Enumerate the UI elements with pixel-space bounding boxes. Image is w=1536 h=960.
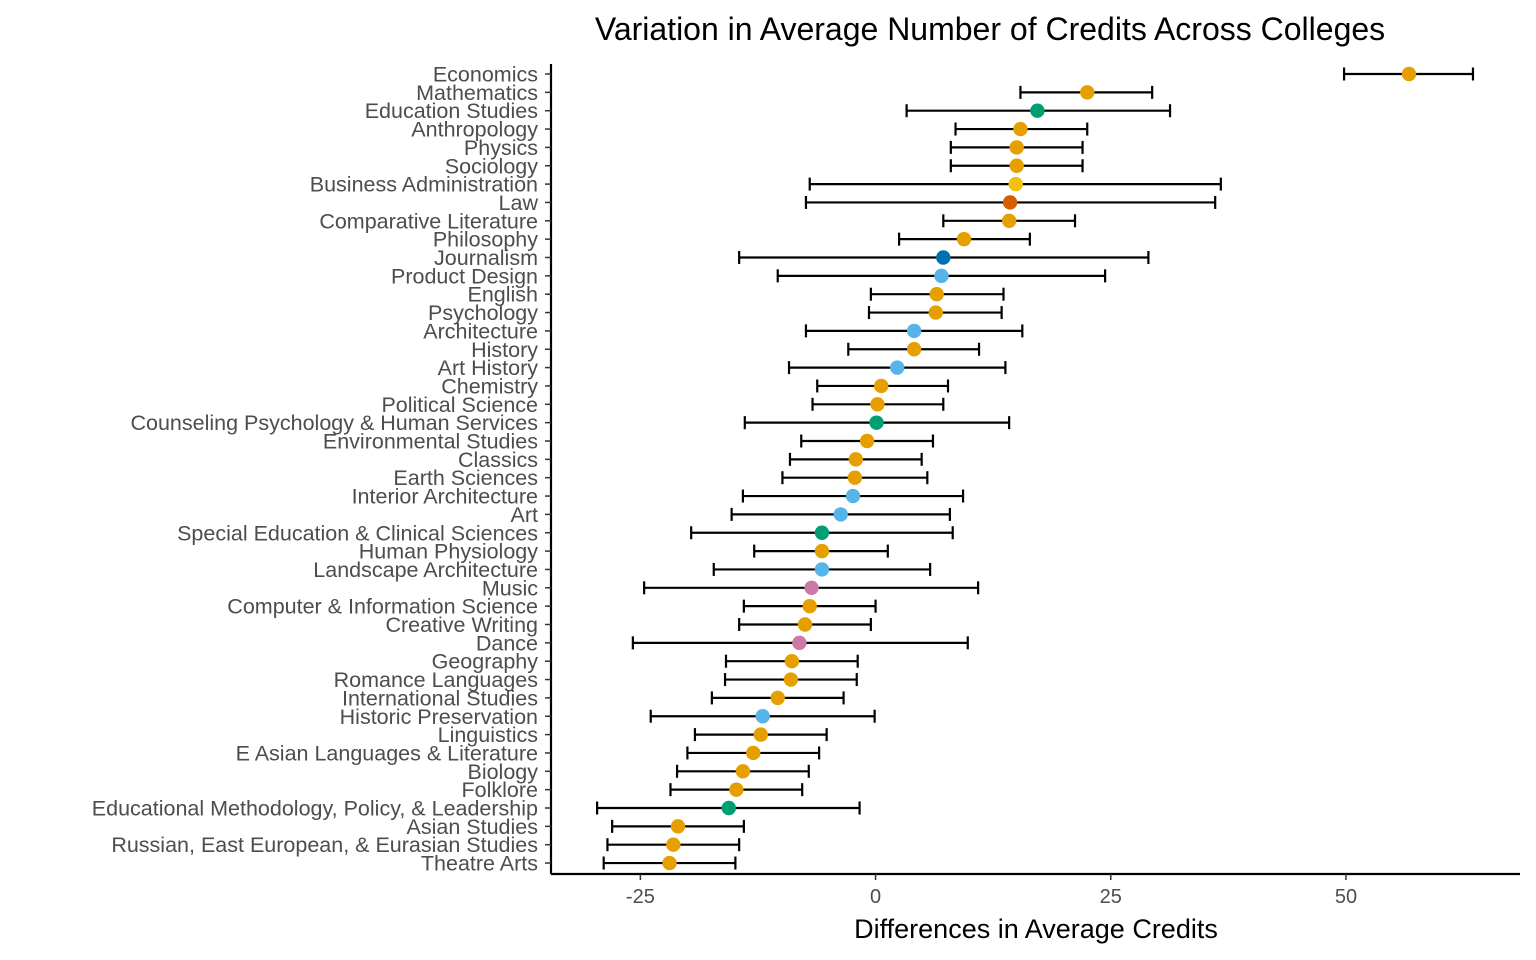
x-tick-label: 0 xyxy=(870,886,881,908)
y-tick-label: Product Design xyxy=(391,264,538,288)
data-point xyxy=(906,342,922,357)
data-point xyxy=(721,800,737,816)
data-point xyxy=(890,360,905,375)
data-point xyxy=(928,305,943,320)
data-point xyxy=(956,231,972,247)
data-point xyxy=(1080,85,1095,100)
y-tick-label: Law xyxy=(499,191,539,215)
y-tick-label: Business Administration xyxy=(310,173,538,197)
y-tick-label: Classics xyxy=(458,448,538,472)
y-tick-label: Sociology xyxy=(445,154,538,178)
data-point xyxy=(746,745,761,761)
y-tick-label: Art xyxy=(511,503,539,527)
data-point xyxy=(869,415,884,430)
y-tick-label: Interior Architecture xyxy=(352,485,538,509)
data-point xyxy=(929,287,944,302)
data-point xyxy=(936,250,951,265)
y-tick-label: Linguistics xyxy=(438,723,538,747)
y-tick-label: Computer & Information Science xyxy=(227,595,538,619)
y-tick-label: Historic Preservation xyxy=(340,705,538,729)
data-point xyxy=(1013,121,1028,137)
data-point xyxy=(934,268,949,284)
y-tick-label: Political Science xyxy=(381,393,538,417)
y-tick-label: Landscape Architecture xyxy=(313,558,538,582)
y-tick-label: Education Studies xyxy=(365,99,538,123)
data-point xyxy=(1008,176,1023,192)
y-tick-label: Asian Studies xyxy=(407,815,538,839)
y-tick-label: Anthropology xyxy=(411,118,538,142)
data-point xyxy=(1002,195,1018,210)
y-tick-label: Human Physiology xyxy=(359,540,539,564)
data-point xyxy=(1401,66,1417,82)
y-tick-label: Economics xyxy=(433,63,538,87)
data-point xyxy=(906,323,922,339)
y-tick-label: Romance Languages xyxy=(334,668,538,692)
y-tick-label: Comparative Literature xyxy=(319,209,538,233)
data-point xyxy=(784,654,800,669)
y-tick-label: Philosophy xyxy=(433,228,538,252)
y-tick-label: E Asian Languages & Literature xyxy=(236,741,538,765)
data-point xyxy=(833,507,848,522)
data-point xyxy=(859,433,875,449)
data-point xyxy=(792,635,807,651)
y-tick-label: Geography xyxy=(432,650,539,674)
data-point xyxy=(670,819,686,834)
x-axis-label: Differences in Average Credits xyxy=(854,914,1218,944)
data-point xyxy=(729,782,744,797)
chart-title: Variation in Average Number of Credits A… xyxy=(595,11,1385,47)
data-point xyxy=(802,598,817,614)
y-tick-label: Educational Methodology, Policy, & Leade… xyxy=(92,797,538,821)
data-point xyxy=(870,397,885,412)
data-point xyxy=(1030,103,1045,118)
y-tick-label: English xyxy=(467,283,538,307)
x-tick-label: 50 xyxy=(1335,886,1357,908)
data-point xyxy=(814,543,830,559)
y-tick-label: Counseling Psychology & Human Services xyxy=(130,411,538,435)
data-point xyxy=(814,525,830,540)
y-tick-label: Mathematics xyxy=(416,81,538,105)
y-tick-label: Russian, East European, & Eurasian Studi… xyxy=(111,833,538,857)
y-tick-label: History xyxy=(471,338,538,362)
data-point xyxy=(874,378,889,394)
data-point xyxy=(804,580,819,595)
data-point xyxy=(848,452,864,467)
data-point xyxy=(735,764,751,779)
y-tick-label: Earth Sciences xyxy=(393,466,538,490)
y-tick-label: Special Education & Clinical Sciences xyxy=(177,521,538,545)
y-tick-label: Folklore xyxy=(462,778,538,802)
data-point xyxy=(797,617,813,632)
data-point xyxy=(814,562,830,577)
y-tick-label: Music xyxy=(482,576,538,600)
y-tick-label: Psychology xyxy=(428,301,538,325)
y-tick-label: Physics xyxy=(464,136,538,160)
y-tick-label: Environmental Studies xyxy=(323,430,538,454)
y-tick-label: Journalism xyxy=(434,246,538,270)
data-point xyxy=(770,690,785,706)
data-point xyxy=(666,837,681,852)
data-point xyxy=(1009,140,1024,155)
y-tick-label: Architecture xyxy=(423,319,538,343)
x-tick-label: -25 xyxy=(626,886,655,908)
data-point xyxy=(847,470,863,485)
x-tick-label: 25 xyxy=(1100,886,1122,908)
data-point xyxy=(662,855,677,871)
y-tick-label: Chemistry xyxy=(441,374,538,398)
data-point xyxy=(1009,158,1024,173)
y-tick-label: International Studies xyxy=(342,686,538,710)
data-point xyxy=(1001,213,1017,228)
data-point xyxy=(783,672,799,687)
y-tick-label: Art History xyxy=(438,356,539,380)
data-point xyxy=(845,488,861,504)
y-tick-label: Creative Writing xyxy=(385,613,538,637)
data-point xyxy=(755,709,770,724)
y-tick-label: Biology xyxy=(467,760,538,784)
y-tick-label: Dance xyxy=(476,631,538,655)
y-tick-label: Theatre Arts xyxy=(421,852,538,876)
data-point xyxy=(753,727,768,742)
